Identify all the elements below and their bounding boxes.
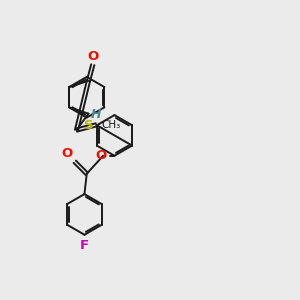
Text: O: O <box>87 50 98 63</box>
Text: CH₃: CH₃ <box>101 120 120 130</box>
Text: O: O <box>61 147 73 161</box>
Text: O: O <box>95 149 106 162</box>
Text: F: F <box>80 239 89 252</box>
Text: H: H <box>91 108 101 122</box>
Text: S: S <box>84 119 93 132</box>
